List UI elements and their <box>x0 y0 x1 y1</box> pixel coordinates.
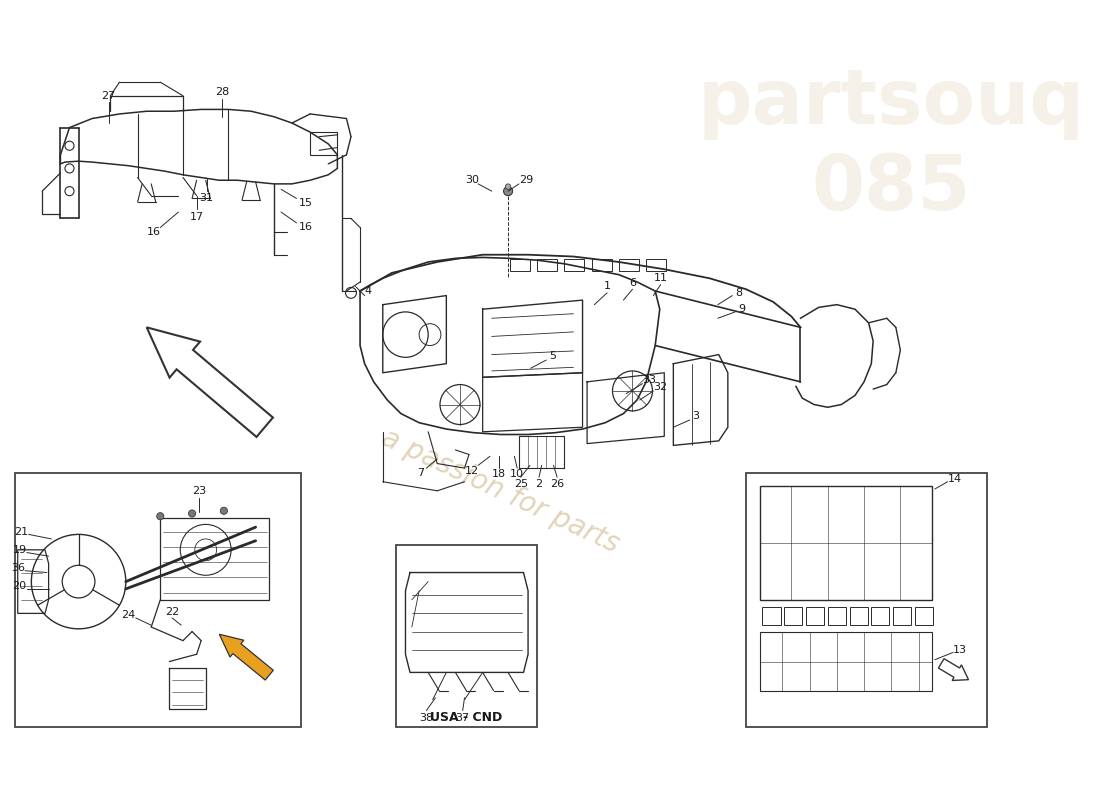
Text: 8: 8 <box>735 288 743 298</box>
Text: 30: 30 <box>465 175 478 186</box>
Text: 20: 20 <box>12 581 26 591</box>
Text: 18: 18 <box>492 470 506 479</box>
Text: 2: 2 <box>536 479 542 490</box>
Text: 28: 28 <box>214 87 229 97</box>
Text: 23: 23 <box>192 486 207 496</box>
Circle shape <box>220 507 228 514</box>
Text: 29: 29 <box>519 175 534 186</box>
Text: 12: 12 <box>464 466 478 476</box>
Text: 15: 15 <box>298 198 312 208</box>
Text: partsouq
085: partsouq 085 <box>697 66 1085 226</box>
Text: 27: 27 <box>101 90 116 101</box>
Text: 17: 17 <box>189 211 204 222</box>
Text: 21: 21 <box>14 526 29 537</box>
FancyArrow shape <box>938 658 968 681</box>
Text: 31: 31 <box>199 194 213 203</box>
Text: 37: 37 <box>455 713 470 723</box>
Text: 38: 38 <box>419 713 433 723</box>
Text: 6: 6 <box>629 278 636 288</box>
Text: 13: 13 <box>953 645 967 654</box>
FancyArrow shape <box>219 634 273 680</box>
Text: 1: 1 <box>604 282 611 291</box>
Text: 24: 24 <box>121 610 135 620</box>
Circle shape <box>188 510 196 517</box>
Text: 14: 14 <box>948 474 961 484</box>
Text: 19: 19 <box>12 545 26 555</box>
Text: 9: 9 <box>738 304 745 314</box>
Text: 5: 5 <box>549 351 557 362</box>
Circle shape <box>156 513 164 520</box>
Text: 10: 10 <box>510 470 525 479</box>
Text: 16: 16 <box>147 227 161 237</box>
Text: USA - CND: USA - CND <box>430 711 503 724</box>
FancyArrow shape <box>146 327 273 437</box>
Text: 26: 26 <box>550 479 564 490</box>
Text: 7: 7 <box>417 468 425 478</box>
Text: 4: 4 <box>365 286 372 296</box>
Circle shape <box>504 186 513 196</box>
Text: 36: 36 <box>11 563 24 573</box>
Text: 16: 16 <box>298 222 312 233</box>
Text: 11: 11 <box>653 274 668 283</box>
Text: 33: 33 <box>641 375 656 385</box>
Text: 3: 3 <box>693 411 700 422</box>
Circle shape <box>505 184 510 190</box>
Text: 32: 32 <box>653 382 668 392</box>
Text: a passion for parts: a passion for parts <box>377 423 624 558</box>
Text: 25: 25 <box>514 479 528 490</box>
Text: 22: 22 <box>165 607 179 618</box>
